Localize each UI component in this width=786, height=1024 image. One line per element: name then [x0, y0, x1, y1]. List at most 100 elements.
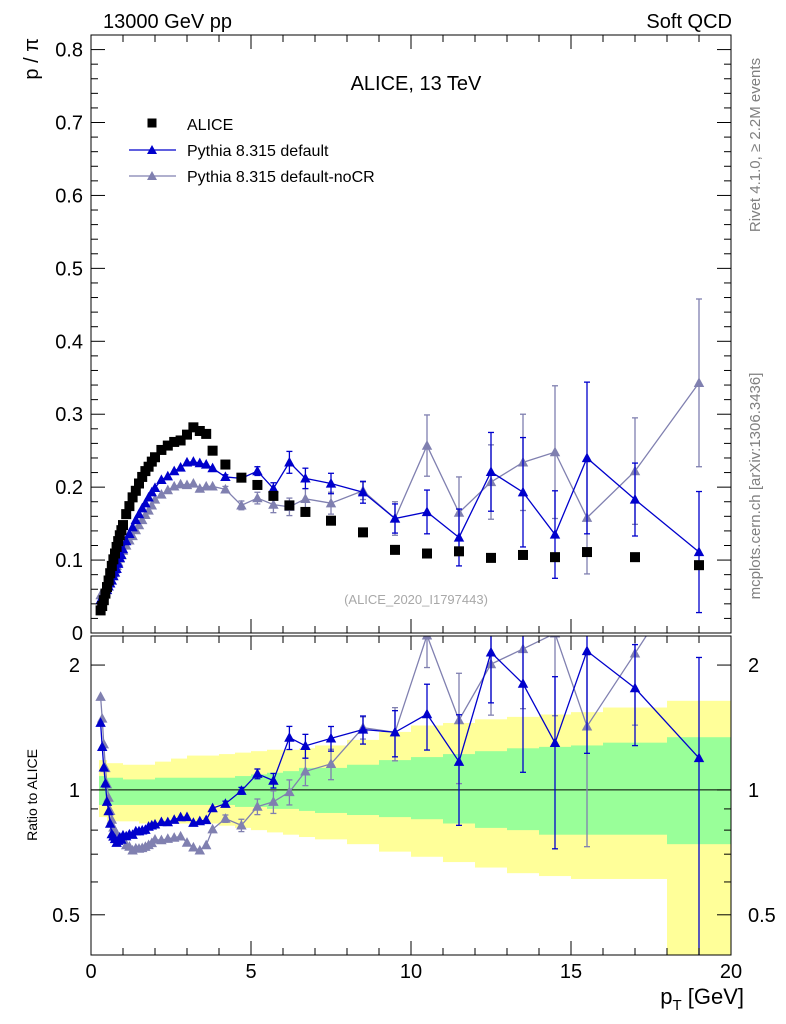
point-nocr: [236, 499, 247, 510]
point-default: [143, 491, 154, 502]
point-alice: [694, 560, 704, 571]
ratio-point-default: [389, 726, 401, 737]
legend-label-default: Pythia 8.315 default: [187, 143, 329, 160]
ratio-panel: 0.5 0.51 12 20 5 10 15 20 Ratio to ALICE: [24, 635, 776, 983]
main-panel: 00.10.20.30.40.50.60.70.8 ALICE, 13 TeV …: [21, 34, 732, 645]
ratio-point-default: [104, 818, 116, 828]
point-alice: [102, 582, 112, 593]
point-alice: [252, 479, 263, 490]
ratio-point-default: [325, 732, 337, 743]
point-alice: [118, 520, 128, 531]
ratio-plot-area: [91, 636, 731, 955]
point-alice: [326, 515, 336, 526]
ratio-point-nocr: [181, 837, 193, 847]
ratio-point-default: [549, 737, 561, 748]
chart-title: ALICE, 13 TeV: [351, 73, 482, 95]
ratio-point-default: [300, 740, 311, 750]
point-alice: [130, 485, 141, 496]
point-default: [581, 452, 593, 463]
uncertainty-band-inner: [411, 757, 443, 820]
ratio-axis-ticks: 0.5 0.51 12 20 5 10 15 20: [52, 636, 776, 983]
point-default: [325, 478, 337, 488]
point-default: [549, 529, 561, 539]
point-nocr: [162, 484, 174, 495]
point-default: [517, 486, 529, 497]
ratio-point-nocr: [220, 813, 231, 823]
point-nocr: [207, 480, 218, 491]
uncertainty-band-inner: [139, 779, 155, 805]
point-alice: [454, 546, 464, 557]
point-default: [140, 497, 151, 508]
point-default: [168, 465, 180, 476]
point-alice: [194, 425, 205, 436]
y-tick-label: 0.2: [55, 477, 83, 499]
uncertainty-band-inner: [99, 776, 107, 805]
ratio-point-default: [629, 682, 641, 693]
ratio-y-tick-label-left: 2: [69, 655, 80, 677]
main-plot-area: [95, 298, 705, 616]
point-nocr: [133, 519, 145, 530]
point-default: [156, 474, 167, 484]
point-default: [421, 506, 433, 517]
point-alice: [97, 601, 108, 612]
header-left: 13000 GeV pp: [103, 11, 232, 33]
ratio-point-nocr: [175, 830, 186, 841]
point-alice: [100, 588, 111, 599]
ratio-y-tick-label-right: 0.5: [748, 905, 776, 927]
ratio-point-nocr: [236, 819, 247, 830]
y-axis-label: p / π: [21, 38, 43, 80]
point-alice: [162, 440, 173, 451]
point-alice: [284, 500, 295, 511]
point-default: [629, 494, 641, 504]
point-default: [284, 456, 295, 467]
ratio-point-default: [103, 805, 114, 816]
series-line-default: [100, 456, 700, 601]
point-alice: [106, 560, 117, 571]
mcplots-label: mcplots.cern.ch [arXiv:1306.3436]: [747, 373, 764, 600]
uncertainty-band-inner: [155, 777, 171, 805]
point-alice: [121, 509, 132, 520]
point-alice: [630, 552, 640, 563]
point-nocr: [252, 492, 263, 503]
legend-square-marker: [147, 118, 157, 128]
point-default: [453, 531, 465, 542]
point-alice: [137, 471, 148, 482]
ratio-y-tick-label-left: 1: [69, 780, 80, 802]
x-tick-label: 10: [400, 961, 422, 983]
point-default: [268, 483, 279, 493]
point-nocr: [421, 440, 433, 450]
x-tick-label: 5: [245, 961, 256, 983]
header-right: Soft QCD: [646, 11, 732, 33]
point-alice: [110, 548, 120, 559]
ratio-point-default: [168, 814, 180, 824]
ratio-point-default: [268, 775, 279, 785]
point-alice: [220, 459, 231, 470]
rivet-version-label: Rivet 4.1.0, ≥ 2.2M events: [747, 58, 764, 232]
ratio-point-default: [236, 785, 247, 795]
y-tick-label: 0.1: [55, 550, 83, 572]
point-alice: [105, 568, 116, 579]
ratio-point-default: [517, 678, 529, 688]
point-nocr: [220, 483, 231, 494]
point-default: [133, 508, 145, 519]
legend-triangle-nocr: [147, 171, 157, 180]
main-axis-ticks: 0 0.1 0.2 0.3 0.4 0.5 0.6 0.7 0.8: [55, 34, 732, 645]
point-default: [149, 482, 161, 493]
x-tick-label: 15: [560, 961, 582, 983]
ratio-point-default: [101, 796, 113, 806]
point-alice: [169, 436, 180, 447]
point-alice: [113, 536, 124, 547]
point-alice: [116, 525, 127, 536]
point-default: [124, 528, 135, 538]
ratio-point-default: [200, 814, 212, 825]
legend-label-nocr: Pythia 8.315 default-noCR: [187, 169, 375, 186]
point-alice: [390, 544, 400, 555]
point-alice: [143, 461, 154, 472]
point-default: [175, 461, 186, 472]
ratio-point-default: [96, 741, 108, 751]
legend-item-default: Pythia 8.315 default: [129, 143, 329, 160]
point-nocr: [693, 377, 705, 387]
ratio-y-axis-label: Ratio to ALICE: [24, 749, 40, 841]
ratio-point-default: [284, 732, 295, 742]
point-alice: [98, 595, 109, 606]
